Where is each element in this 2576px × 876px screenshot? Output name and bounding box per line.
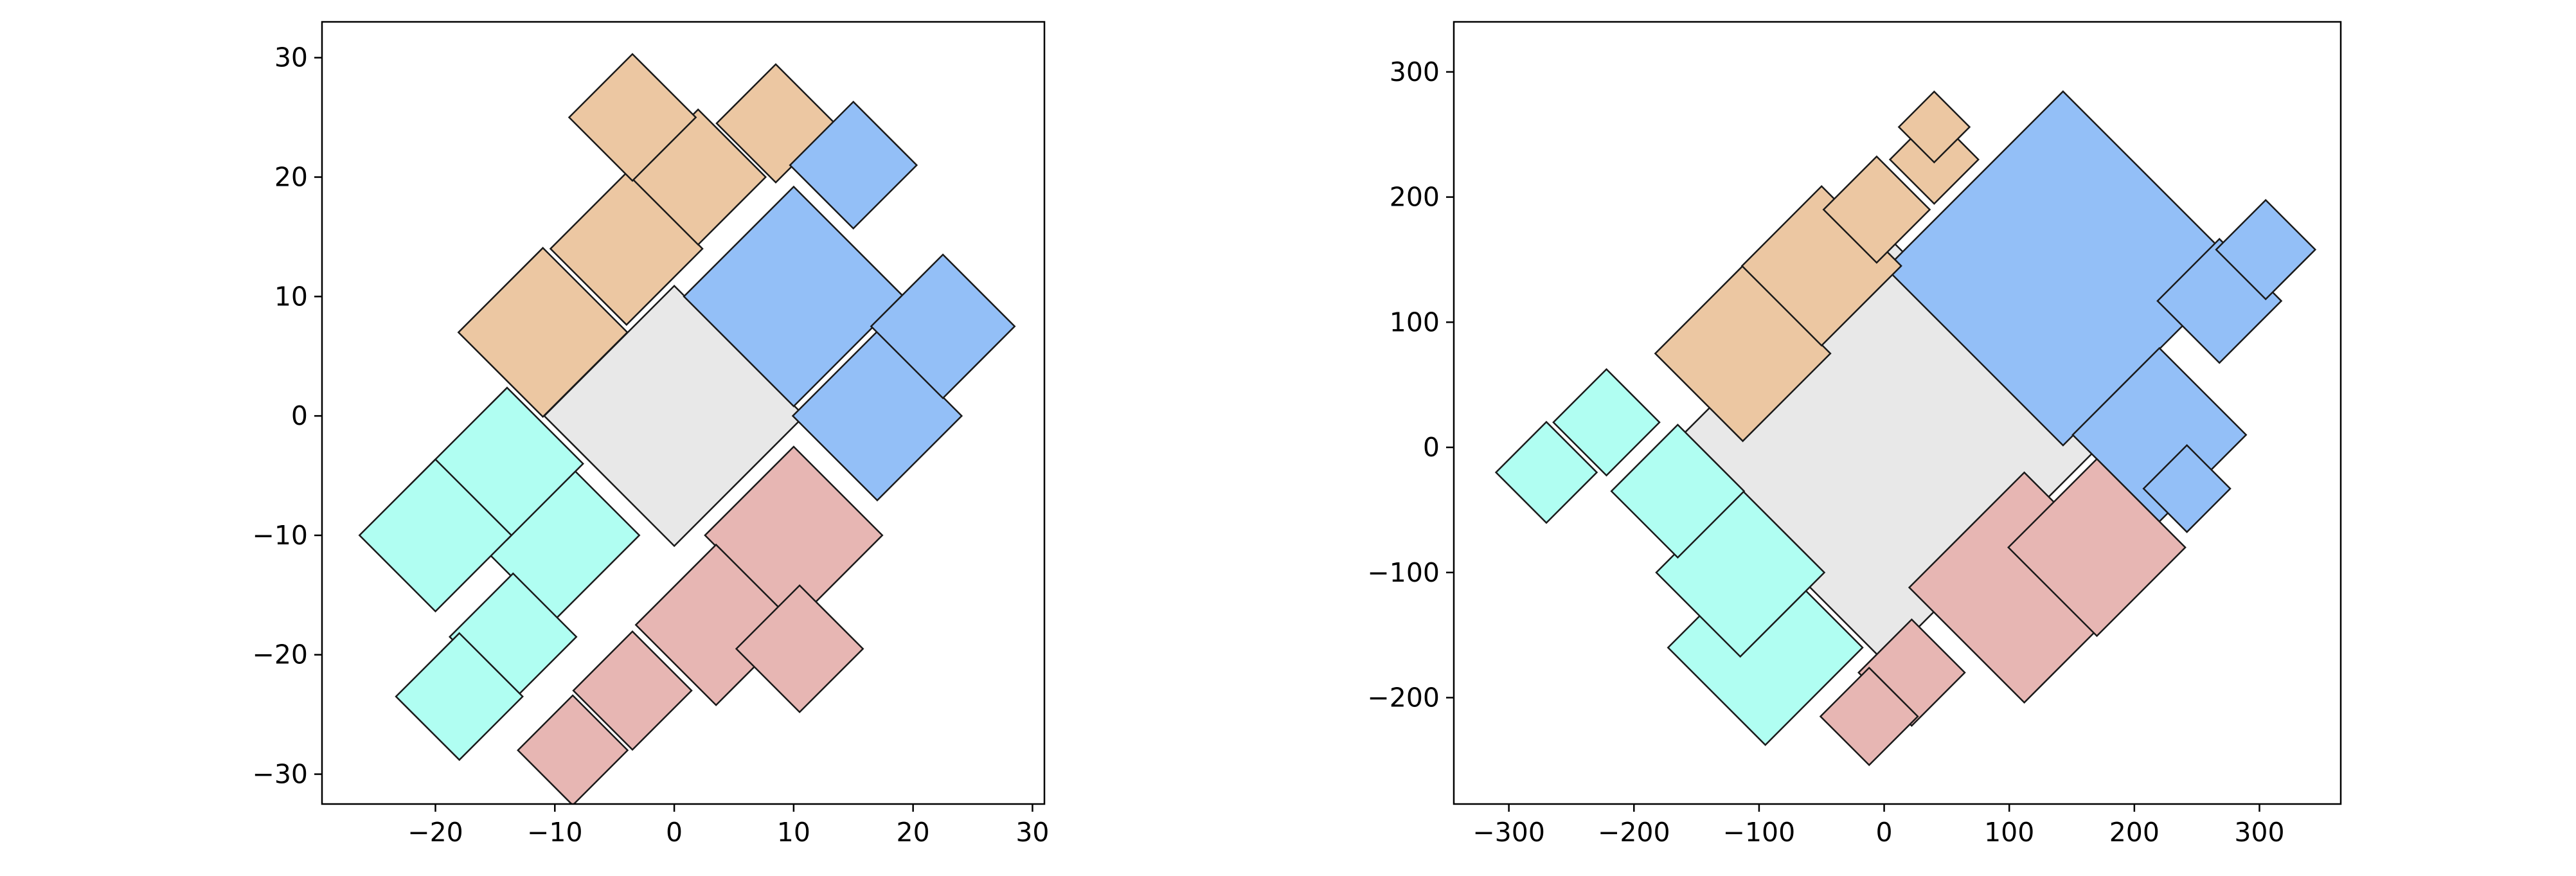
right-chart-square-top-left-8 bbox=[1822, 155, 1931, 264]
right-chart-x-axis: −300 −200 −100 0 100 200 300 bbox=[1472, 804, 2285, 848]
left-chart-y-tick-label-2: −10 bbox=[252, 520, 308, 551]
right-chart-axes-frame bbox=[1453, 21, 2342, 805]
left-chart-square-top-right-6 bbox=[683, 185, 905, 407]
right-chart-x-tick-label-1: −200 bbox=[1598, 817, 1670, 848]
left-chart-square-bottom-left-19 bbox=[395, 632, 524, 762]
left-chart-square-top-right-7 bbox=[789, 100, 918, 230]
right-chart-square-bottom-left-19 bbox=[1494, 420, 1598, 524]
right-chart-x-tick-label-0: −300 bbox=[1472, 817, 1545, 848]
right-chart-y-tick-label-1: −100 bbox=[1367, 557, 1440, 588]
left-chart-axes-frame bbox=[321, 21, 1046, 805]
right-chart-square-top-left-10 bbox=[1897, 90, 1971, 164]
left-chart-y-tick-label-3: 0 bbox=[291, 400, 308, 431]
right-chart-x-tick-label-2: −100 bbox=[1723, 817, 1796, 848]
right-chart-y-tick-label-4: 200 bbox=[1390, 182, 1440, 213]
right-chart-y-tick-label-2: 0 bbox=[1423, 432, 1440, 463]
right-chart-y-tick-label-0: −200 bbox=[1367, 682, 1440, 713]
left-chart-square-bottom-right-13 bbox=[572, 630, 693, 751]
right-chart-square-top-right-4 bbox=[2215, 199, 2317, 301]
left-chart-square-top-left-1 bbox=[457, 246, 629, 418]
left-chart-x-tick-label-1: −10 bbox=[527, 817, 583, 848]
left-chart-panel: −20 −10 0 10 20 30 −30 −20 −10 0 10 20 30 bbox=[252, 21, 1050, 848]
right-chart-square-top-right-1 bbox=[1884, 90, 2241, 447]
left-chart-y-tick-label-1: −20 bbox=[252, 639, 308, 670]
right-chart-square-top-right-5 bbox=[2142, 444, 2232, 533]
left-chart-y-tick-label-0: −30 bbox=[252, 759, 308, 790]
left-chart-square-bottom-right-14 bbox=[517, 694, 629, 804]
left-chart-x-tick-label-3: 10 bbox=[777, 817, 810, 848]
right-chart-x-tick-label-3: 0 bbox=[1876, 817, 1893, 848]
right-chart-x-tick-label-5: 200 bbox=[2109, 817, 2160, 848]
right-chart-x-tick-label-4: 100 bbox=[1984, 817, 2034, 848]
left-chart-square-top-left-4 bbox=[568, 53, 697, 182]
left-chart-square-bottom-left-17 bbox=[358, 458, 513, 612]
left-chart-y-tick-label-6: 30 bbox=[274, 42, 308, 73]
right-chart-square-bottom-right-13 bbox=[1857, 618, 1966, 727]
left-chart-y-axis: −30 −20 −10 0 10 20 30 bbox=[252, 42, 322, 790]
left-chart-x-tick-label-4: 20 bbox=[897, 817, 930, 848]
left-chart-x-axis: −20 −10 0 10 20 30 bbox=[407, 804, 1050, 848]
left-chart-y-tick-label-4: 10 bbox=[274, 281, 308, 312]
right-chart-square-bottom-right-12 bbox=[2007, 458, 2187, 638]
right-chart-square-bottom-left-17 bbox=[1610, 424, 1746, 559]
left-chart-square-top-left-5 bbox=[715, 63, 836, 184]
left-chart-square-bottom-right-12 bbox=[735, 584, 864, 713]
right-chart-y-axis: −200 −100 0 100 200 300 bbox=[1367, 57, 1454, 713]
right-chart-x-tick-label-6: 300 bbox=[2234, 817, 2284, 848]
right-chart-square-bottom-right-14 bbox=[1819, 666, 1919, 767]
left-chart-y-tick-label-5: 20 bbox=[274, 162, 308, 193]
left-chart-squares bbox=[358, 53, 1016, 804]
left-chart-x-tick-label-5: 30 bbox=[1015, 817, 1049, 848]
right-chart-y-tick-label-5: 300 bbox=[1390, 57, 1440, 87]
right-chart-y-tick-label-3: 100 bbox=[1390, 307, 1440, 337]
right-chart-squares bbox=[1494, 90, 2317, 767]
right-chart-panel: −300 −200 −100 0 100 200 300 −200 −100 0 100 200 30… bbox=[1367, 21, 2342, 848]
left-chart-square-top-right-9 bbox=[870, 253, 1016, 400]
left-chart-x-tick-label-0: −20 bbox=[407, 817, 463, 848]
right-chart-square-bottom-left-18 bbox=[1552, 368, 1661, 477]
left-chart-x-tick-label-2: 0 bbox=[666, 817, 683, 848]
